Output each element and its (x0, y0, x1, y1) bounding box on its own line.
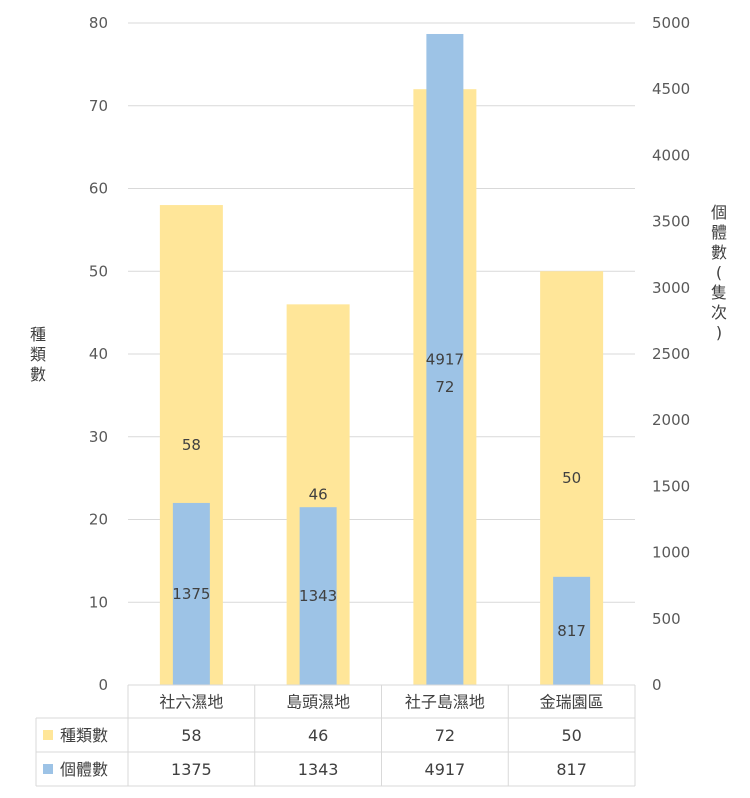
bar-individual-count (172, 502, 210, 685)
table-cell-individuals: 1375 (171, 760, 212, 779)
table-cell-individuals: 1343 (298, 760, 339, 779)
left-tick-label: 80 (89, 14, 108, 32)
left-tick-label: 30 (89, 428, 108, 446)
data-label-individuals: 1375 (172, 585, 210, 603)
data-label-species: 50 (562, 469, 581, 487)
right-tick-label: 5000 (652, 14, 690, 32)
left-tick-label: 50 (89, 262, 108, 280)
table-cell-species: 50 (561, 726, 581, 745)
left-tick-label: 0 (98, 676, 108, 694)
left-axis-ticks: 0 10 20 30 40 50 60 70 80 (89, 14, 108, 694)
table-cell-individuals: 817 (556, 760, 587, 779)
right-tick-label: 3500 (652, 213, 690, 231)
data-label-individuals: 1343 (299, 587, 337, 605)
table-cell-individuals: 4917 (425, 760, 466, 779)
right-tick-label: 1500 (652, 477, 690, 495)
bar-individual-count (299, 507, 337, 685)
axis-titles: 種類數 個體數(隻次) (30, 203, 727, 384)
left-tick-label: 40 (89, 345, 108, 363)
legend-swatch (43, 730, 53, 740)
bars (159, 33, 604, 686)
right-tick-label: 3000 (652, 279, 690, 297)
bar-individual-count (553, 576, 591, 685)
bar-individual-count (426, 33, 464, 686)
category-label: 金瑞園區 (540, 693, 604, 712)
data-table: 社六濕地 58 1375 島頭濕地 46 1343 社子島濕地 72 4917 金瑞園區 50 817… (35, 684, 636, 787)
legend-label: 種類數 (60, 726, 108, 745)
legend-label: 個體數 (60, 760, 108, 779)
right-axis-ticks: 0 500 1000 1500 2000 2500 3000 3500 4000 4500 5000 (652, 14, 690, 694)
data-label-species: 72 (435, 378, 454, 396)
left-tick-label: 10 (89, 593, 108, 611)
category-label: 社子島濕地 (405, 693, 485, 712)
right-tick-label: 2500 (652, 345, 690, 363)
data-label-species: 58 (182, 436, 201, 454)
right-tick-label: 4500 (652, 80, 690, 98)
right-tick-label: 500 (652, 610, 681, 628)
data-label-species: 46 (309, 486, 328, 504)
right-tick-label: 4000 (652, 146, 690, 164)
category-label: 社六濕地 (159, 693, 223, 712)
left-tick-label: 60 (89, 180, 108, 198)
right-tick-label: 1000 (652, 544, 690, 562)
table-cell-species: 72 (435, 726, 455, 745)
data-label-individuals: 4917 (426, 350, 464, 368)
right-tick-label: 0 (652, 676, 662, 694)
table-cell-species: 46 (308, 726, 328, 745)
left-axis-title: 種類數 (30, 325, 46, 384)
data-labels: 58 1375 46 1343 72 4917 50 817 (172, 350, 586, 639)
category-label: 島頭濕地 (286, 693, 350, 712)
right-tick-label: 2000 (652, 411, 690, 429)
left-tick-label: 20 (89, 511, 108, 529)
right-axis-title: 個體數(隻次) (711, 203, 727, 342)
data-label-individuals: 817 (557, 622, 586, 640)
legend-swatch (43, 764, 53, 774)
table-cell-species: 58 (181, 726, 201, 745)
left-tick-label: 70 (89, 97, 108, 115)
